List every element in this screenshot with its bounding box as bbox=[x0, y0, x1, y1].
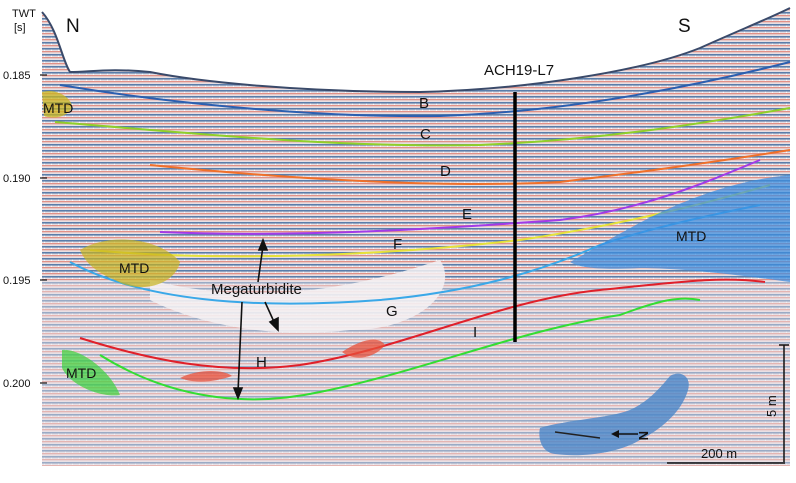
y-tick-label-1: 0.190 bbox=[3, 173, 31, 185]
axis-title-line-2: [s] bbox=[14, 22, 26, 34]
mtd-lower-left-body bbox=[62, 349, 120, 396]
mtd-label-lower-left: MTD bbox=[66, 365, 96, 381]
horizon-b-line bbox=[59, 61, 791, 118]
mtd-right-body bbox=[570, 175, 790, 282]
scale-bars bbox=[667, 344, 789, 464]
horizontal-scale-label: 200 m bbox=[701, 446, 737, 461]
mtd-label-top-left: MTD bbox=[43, 100, 73, 116]
megaturbidite-lens bbox=[150, 260, 446, 333]
horizon-label-d: D bbox=[440, 163, 451, 180]
horizon-d-line bbox=[149, 149, 791, 185]
megaturbidite-arrows bbox=[232, 237, 279, 401]
horizon-label-b: B bbox=[419, 95, 429, 112]
axis-title-line-1: TWT bbox=[12, 8, 36, 20]
inset-profile-line bbox=[554, 431, 601, 439]
megaturbidite-label: Megaturbidite bbox=[211, 281, 302, 298]
mtd-top-left-body bbox=[42, 90, 72, 118]
well-label: ACH19-L7 bbox=[484, 62, 554, 79]
megaturbidite-red-body-2 bbox=[342, 339, 385, 358]
horizon-label-e: E bbox=[462, 206, 472, 223]
horizon-h-line bbox=[79, 278, 766, 370]
megaturbidite-red-body-1 bbox=[180, 371, 232, 382]
y-tick-label-2: 0.195 bbox=[3, 275, 31, 287]
horizon-i-line bbox=[99, 297, 701, 401]
horizon-c-line bbox=[54, 107, 791, 147]
horizon-label-g: G bbox=[386, 303, 398, 320]
inset-north-label: N bbox=[636, 431, 651, 440]
mtd-mid-left-body bbox=[80, 239, 180, 288]
y-tick-label-3: 0.200 bbox=[3, 378, 31, 390]
mtd-label-mid-left: MTD bbox=[119, 260, 149, 276]
y-tick-label-0: 0.185 bbox=[3, 70, 31, 82]
horizon-label-i: I bbox=[473, 324, 477, 341]
horizon-e-line bbox=[159, 159, 761, 235]
vertical-scale-label: 5 m bbox=[764, 395, 779, 417]
horizon-label-h: H bbox=[256, 354, 267, 371]
horizon-label-f: F bbox=[393, 236, 402, 253]
section-top-outline bbox=[41, 7, 791, 94]
compass-north-label: N bbox=[66, 16, 80, 37]
mtd-label-right: MTD bbox=[676, 228, 706, 244]
compass-south-label: S bbox=[678, 16, 691, 37]
y-axis-ticks bbox=[40, 74, 47, 384]
deposit-bodies bbox=[42, 90, 790, 396]
location-inset bbox=[539, 373, 689, 456]
horizon-label-c: C bbox=[420, 126, 431, 143]
